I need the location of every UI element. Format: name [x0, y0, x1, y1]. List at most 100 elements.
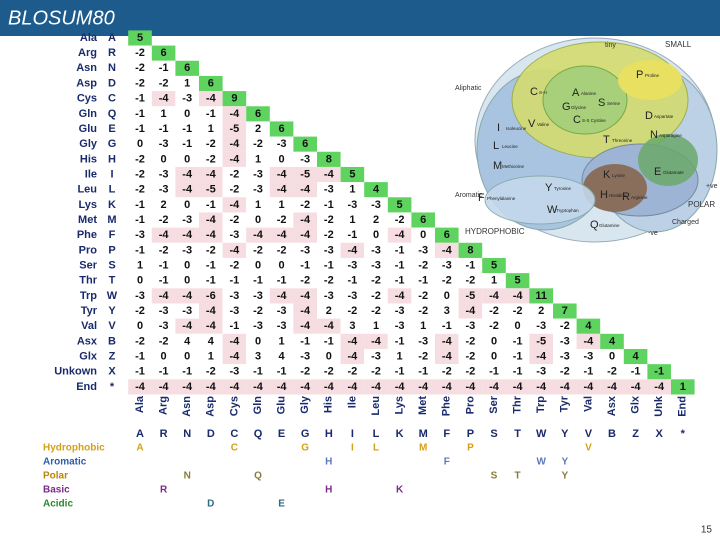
column-code: T [514, 428, 521, 440]
cell [269, 318, 294, 334]
cell-value: -4 [206, 168, 217, 180]
cell [128, 379, 152, 395]
cell-value: 1 [491, 275, 497, 287]
cell-value: -1 [135, 366, 145, 378]
property-letter: A [136, 443, 143, 454]
cell [340, 242, 365, 258]
cell [128, 227, 152, 243]
row-name: Glx [79, 350, 98, 362]
cell-value: -4 [277, 184, 288, 196]
column-code: Q [254, 428, 263, 440]
cell [387, 227, 412, 243]
cell-value: -5 [206, 184, 216, 196]
cell [293, 318, 317, 334]
cell-value: -4 [418, 381, 429, 393]
cell [246, 303, 270, 319]
cell [175, 348, 199, 365]
cell-value: 5 [397, 199, 403, 211]
cell-value: -1 [513, 366, 523, 378]
cell [364, 257, 388, 274]
cell [505, 333, 530, 349]
cell-value: -2 [466, 366, 476, 378]
property-letter: Y [561, 471, 568, 482]
cell [317, 288, 341, 304]
cell [128, 151, 152, 167]
cell [151, 106, 176, 122]
cell-value: -2 [607, 366, 617, 378]
cell-value: -1 [300, 335, 310, 347]
cell [576, 348, 601, 365]
property-letter: K [396, 485, 404, 496]
cell [340, 227, 365, 243]
cell [222, 182, 247, 198]
cell [411, 242, 435, 258]
cell-value: -4 [442, 350, 453, 362]
cell-value: -3 [442, 259, 452, 271]
column-code: D [207, 428, 215, 440]
cell [128, 45, 152, 61]
cell-value: -1 [206, 259, 216, 271]
cell [222, 91, 247, 107]
cell [553, 303, 577, 319]
cell [199, 318, 223, 334]
row-name: Gly [79, 138, 98, 150]
cell-value: 8 [326, 153, 332, 165]
cell [364, 333, 388, 349]
cell [175, 121, 199, 137]
cell [387, 303, 412, 319]
cell [175, 364, 199, 380]
cell [199, 136, 223, 152]
cell-value: 1 [349, 214, 355, 226]
column-label: Arg [158, 396, 170, 415]
residue-code: E [654, 166, 661, 178]
cell [151, 364, 176, 380]
cell-value: -3 [159, 305, 169, 317]
cell [293, 136, 317, 152]
property-letter: S [491, 471, 498, 482]
cell [505, 348, 530, 365]
cell [222, 121, 247, 137]
column-code: G [301, 428, 310, 440]
cell [623, 364, 648, 380]
cell-value: -3 [135, 290, 145, 302]
cell [293, 364, 317, 380]
column-code: Z [632, 428, 639, 440]
cell [435, 288, 459, 304]
residue-name: Isoleucine [506, 126, 527, 131]
cell-value: -3 [324, 184, 334, 196]
cell [647, 364, 671, 380]
cell [175, 303, 199, 319]
cell [340, 364, 365, 380]
cell-value: -4 [182, 381, 193, 393]
cell-value: -2 [159, 77, 169, 89]
cell-value: -4 [371, 335, 382, 347]
cell-value: 0 [184, 350, 190, 362]
cell [246, 227, 270, 243]
cell-value: -4 [182, 290, 193, 302]
cell [317, 197, 341, 213]
cell [269, 136, 294, 152]
cell-value: -2 [324, 214, 334, 226]
cell-value: 1 [397, 350, 403, 362]
cell [317, 257, 341, 274]
cell-value: -3 [395, 320, 405, 332]
cell [222, 151, 247, 167]
cell [151, 75, 176, 92]
cell [246, 273, 270, 289]
cell [222, 212, 247, 228]
cell-value: -2 [135, 335, 145, 347]
property-letter: F [444, 457, 450, 468]
cell [482, 364, 506, 380]
cell [175, 288, 199, 304]
cell [340, 166, 365, 183]
cell-value: 1 [255, 199, 261, 211]
cell [340, 348, 365, 365]
cell-value: -1 [513, 350, 523, 362]
cell [269, 182, 294, 198]
cell [199, 257, 223, 274]
cell-value: -4 [230, 153, 241, 165]
cell [411, 318, 435, 334]
cell-value: -2 [348, 305, 358, 317]
cell [458, 379, 483, 395]
cell-value: 4 [184, 335, 191, 347]
